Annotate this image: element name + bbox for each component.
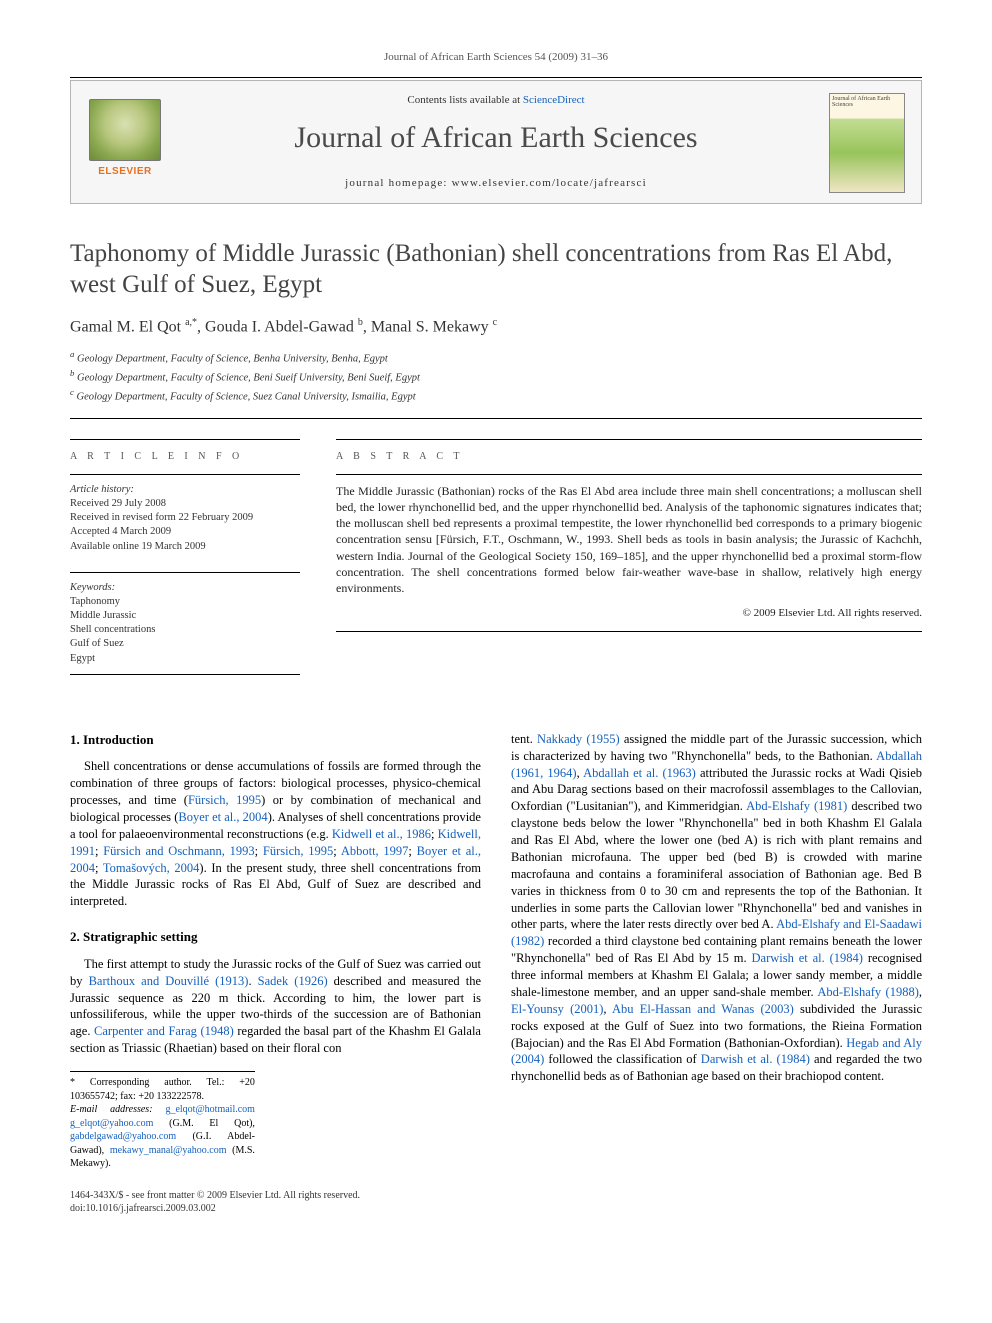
cover-title: Journal of African Earth Sciences [832, 96, 902, 109]
corresponding-note: * Corresponding author. Tel.: +20 103655… [70, 1071, 255, 1171]
citation-link[interactable]: Abd-Elshafy and El-Saadawi (1982) [511, 917, 922, 948]
citation-link[interactable]: Fürsich and Oschmann, 1993 [103, 844, 254, 858]
body-columns: 1. Introduction Shell concentrations or … [70, 731, 922, 1171]
intro-paragraph: Shell concentrations or dense accumulati… [70, 758, 481, 910]
citation-link[interactable]: Fürsich, 1995 [263, 844, 333, 858]
citation-link[interactable]: Barthoux and Douvillé (1913) [89, 974, 249, 988]
citation-link[interactable]: Abdallah (1961, 1964) [511, 749, 922, 780]
citation-link[interactable]: Darwish et al. (1984) [701, 1052, 810, 1066]
publisher-brand: ELSEVIER [98, 165, 151, 179]
journal-name: Journal of African Earth Sciences [179, 118, 813, 159]
abs-rule-bottom [336, 631, 922, 632]
page-footer: 1464-343X/$ - see front matter © 2009 El… [70, 1189, 922, 1216]
abstract-copyright: © 2009 Elsevier Ltd. All rights reserved… [336, 606, 922, 621]
citation-link[interactable]: Abdallah et al. (1963) [583, 766, 696, 780]
keywords-list: TaphonomyMiddle JurassicShell concentrat… [70, 595, 300, 666]
citation-link[interactable]: Darwish et al. (1984) [752, 951, 863, 965]
article-info-heading: A R T I C L E I N F O [70, 450, 300, 464]
citation-link[interactable]: Fürsich, 1995 [188, 793, 261, 807]
citation-link[interactable]: Sadek (1926) [258, 974, 328, 988]
citation-link[interactable]: Tomašových, 2004 [103, 861, 200, 875]
citation-link[interactable]: Nakkady (1955) [537, 732, 620, 746]
section-2-heading: 2. Stratigraphic setting [70, 928, 481, 946]
affiliations: a Geology Department, Faculty of Science… [70, 348, 922, 404]
citation-link[interactable]: Abd-Elshafy (1988) [817, 985, 919, 999]
citation-link[interactable]: Abu El-Hassan and Wanas (2003) [612, 1002, 794, 1016]
corr-line: * Corresponding author. Tel.: +20 103655… [70, 1076, 255, 1103]
citation-link[interactable]: Carpenter and Farag (1948) [94, 1024, 234, 1038]
email-label: E-mail addresses: [70, 1104, 153, 1115]
kw-rule-bottom [70, 674, 300, 675]
footer-doi: doi:10.1016/j.jafrearsci.2009.03.002 [70, 1202, 360, 1216]
email-link[interactable]: mekawy_manal@yahoo.com [110, 1145, 227, 1156]
section-1-heading: 1. Introduction [70, 731, 481, 749]
email-link[interactable]: g_elqot@yahoo.com [70, 1118, 153, 1129]
contents-prefix: Contents lists available at [407, 94, 522, 106]
abstract-block: A B S T R A C T The Middle Jurassic (Bat… [336, 439, 922, 674]
info-rule-2 [70, 474, 300, 475]
citation-link[interactable]: Abbott, 1997 [341, 844, 409, 858]
citation-link[interactable]: El-Younsy (2001) [511, 1002, 603, 1016]
running-head: Journal of African Earth Sciences 54 (20… [70, 50, 922, 65]
citation-link[interactable]: Kidwell et al., 1986 [332, 827, 431, 841]
article-info: A R T I C L E I N F O Article history: R… [70, 439, 300, 674]
homepage-prefix: journal homepage: [345, 177, 452, 189]
footer-copyright: 1464-343X/$ - see front matter © 2009 El… [70, 1189, 360, 1203]
strat-paragraph-2: tent. Nakkady (1955) assigned the middle… [511, 731, 922, 1085]
strat-paragraph-1: The first attempt to study the Jurassic … [70, 956, 481, 1057]
mid-rule [70, 418, 922, 419]
history-label: Article history: [70, 483, 300, 497]
homepage-url[interactable]: www.elsevier.com/locate/jafrearsci [452, 177, 647, 189]
info-rule [70, 439, 300, 440]
keywords-label: Keywords: [70, 581, 300, 595]
abs-rule-2 [336, 474, 922, 475]
citation-link[interactable]: Boyer et al., 2004 [178, 810, 267, 824]
sciencedirect-link[interactable]: ScienceDirect [523, 94, 585, 106]
journal-cover-thumbnail: Journal of African Earth Sciences [829, 93, 905, 193]
contents-line: Contents lists available at ScienceDirec… [179, 93, 813, 108]
history-lines: Received 29 July 2008Received in revised… [70, 497, 300, 554]
citation-link[interactable]: Abd-Elshafy (1981) [746, 799, 847, 813]
kw-rule [70, 572, 300, 573]
publisher-logo: ELSEVIER [87, 93, 163, 179]
abs-rule [336, 439, 922, 440]
email-link[interactable]: gabdelgawad@yahoo.com [70, 1131, 176, 1142]
abstract-heading: A B S T R A C T [336, 450, 922, 464]
article-title: Taphonomy of Middle Jurassic (Bathonian)… [70, 238, 922, 301]
journal-banner: ELSEVIER Contents lists available at Sci… [70, 80, 922, 204]
top-rule [70, 77, 922, 78]
email-link[interactable]: g_elqot@hotmail.com [165, 1104, 254, 1115]
elsevier-tree-icon [89, 99, 161, 161]
journal-homepage: journal homepage: www.elsevier.com/locat… [179, 176, 813, 191]
authors-line: Gamal M. El Qot a,*, Gouda I. Abdel-Gawa… [70, 316, 922, 338]
abstract-text: The Middle Jurassic (Bathonian) rocks of… [336, 483, 922, 596]
